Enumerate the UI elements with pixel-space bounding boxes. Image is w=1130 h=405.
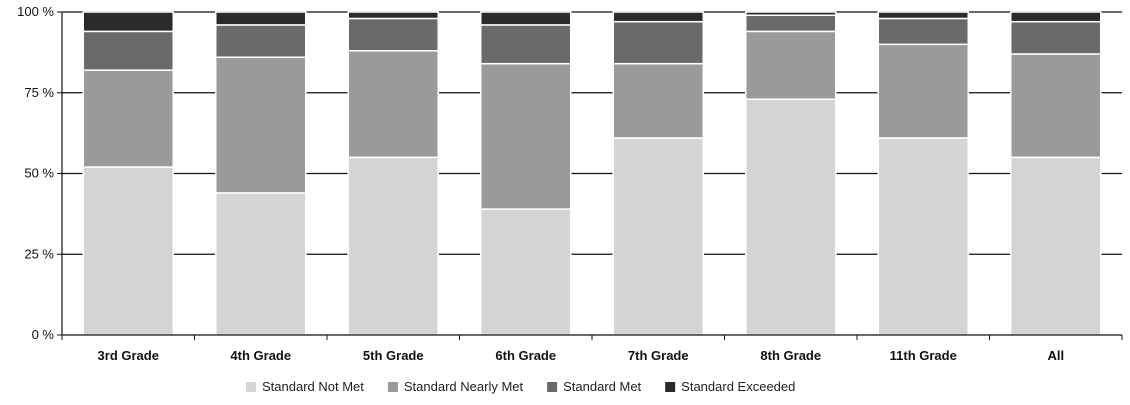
bar-segment xyxy=(612,62,704,139)
bar-segment xyxy=(877,11,969,20)
bar-segment xyxy=(877,17,969,46)
bar-segment xyxy=(1010,53,1102,159)
bar-segment xyxy=(215,56,307,194)
x-category-label: 7th Grade xyxy=(628,348,689,363)
legend-label: Standard Met xyxy=(563,379,641,394)
bar-segment xyxy=(612,137,704,336)
bar-segment xyxy=(480,24,572,65)
bar-segment xyxy=(745,11,837,16)
bar-segment xyxy=(745,14,837,33)
bar-segment xyxy=(1010,20,1102,55)
bar-segment xyxy=(347,50,439,159)
bar-segment xyxy=(82,30,174,71)
y-axis-ticks: 0 % 25 % 50 % 75 % 100 % xyxy=(17,4,62,342)
x-axis-categories: 3rd Grade 4th Grade 5th Grade 6th Grade 7th … xyxy=(61,335,1123,363)
bar-segment xyxy=(82,11,174,33)
legend-swatch xyxy=(246,382,256,392)
x-category-label: 5th Grade xyxy=(363,348,424,363)
bar-segment xyxy=(82,166,174,336)
legend-swatch xyxy=(665,382,676,392)
bar-segment xyxy=(877,137,969,336)
x-category-label: 8th Grade xyxy=(760,348,821,363)
bar-stacks xyxy=(82,11,1102,336)
y-tick-label: 100 % xyxy=(17,4,54,19)
bar-segment xyxy=(745,98,837,336)
bar-segment xyxy=(480,11,572,26)
legend-label: Standard Not Met xyxy=(262,379,364,394)
bar-segment xyxy=(215,192,307,336)
bar-segment xyxy=(612,20,704,65)
bar-segment xyxy=(1010,156,1102,336)
x-category-label: 11th Grade xyxy=(890,348,957,363)
bar-segment xyxy=(82,69,174,168)
bar-segment xyxy=(1010,11,1102,23)
x-category-label: All xyxy=(1047,348,1064,363)
bar-segment xyxy=(612,11,704,23)
bar-segment xyxy=(215,11,307,26)
x-category-label: 3rd Grade xyxy=(98,348,159,363)
y-tick-label: 50 % xyxy=(24,166,54,181)
y-tick-label: 25 % xyxy=(24,246,54,261)
x-category-label: 6th Grade xyxy=(495,348,556,363)
bar-segment xyxy=(480,62,572,210)
x-category-label: 4th Grade xyxy=(230,348,291,363)
bar-segment xyxy=(745,30,837,100)
legend-swatch xyxy=(387,382,398,392)
bar-segment xyxy=(877,43,969,139)
bar-segment xyxy=(480,208,572,336)
y-tick-label: 75 % xyxy=(24,85,54,100)
bar-segment xyxy=(347,156,439,336)
legend-swatch xyxy=(547,382,558,392)
bar-segment xyxy=(347,11,439,20)
bar-segment xyxy=(215,24,307,58)
bar-segment xyxy=(347,17,439,52)
legend: Standard Not Met Standard Nearly Met Stand… xyxy=(246,379,795,394)
legend-label: Standard Exceeded xyxy=(681,379,795,394)
legend-label: Standard Nearly Met xyxy=(404,379,524,394)
y-tick-label: 0 % xyxy=(32,327,55,342)
